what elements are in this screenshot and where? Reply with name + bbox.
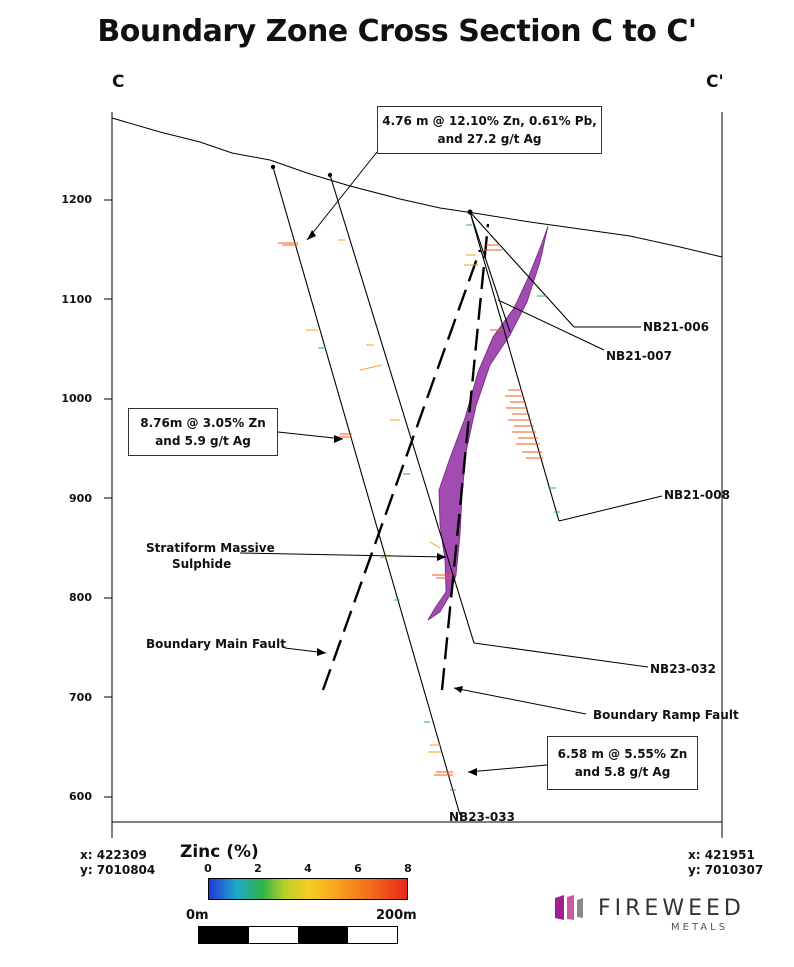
drillhole-label-nb21-007: NB21-007 — [606, 349, 672, 363]
assay-histograms — [278, 224, 560, 791]
callout-mid-line1: 8.76m @ 3.05% Zn — [140, 416, 266, 430]
y-tick-1000: 1000 — [61, 392, 92, 405]
y-tick-1100: 1100 — [61, 293, 92, 306]
drillhole-label-nb23-032: NB23-032 — [650, 662, 716, 676]
drillhole-nb23-032 — [329, 174, 475, 644]
boundary-ramp-fault-line — [440, 223, 490, 691]
callout-bottom-intercept: 6.58 m @ 5.55% Zn and 5.8 g/t Ag — [547, 736, 698, 790]
scale-end-label: 200m — [376, 908, 417, 923]
collar-markers — [270, 164, 473, 215]
coord-left: x: 422309 y: 7010804 — [80, 848, 155, 878]
callout-mid-line2: and 5.9 g/t Ag — [155, 434, 251, 448]
boundary-main-fault-line — [321, 249, 482, 691]
drillhole-label-nb21-006: NB21-006 — [643, 320, 709, 334]
scale-start-label: 0m — [186, 908, 209, 923]
y-tick-1200: 1200 — [61, 193, 92, 206]
zinc-colorbar — [208, 878, 408, 900]
callout-bottom-line1: 6.58 m @ 5.55% Zn — [557, 747, 688, 761]
zinc-legend-title: Zinc (%) — [180, 842, 259, 862]
massive-sulphide-body — [427, 225, 549, 621]
section-end-label: C' — [706, 72, 724, 92]
callout-top-intercept: 4.76 m @ 12.10% Zn, 0.61% Pb, and 27.2 g… — [377, 106, 602, 154]
ramp-fault-label: Boundary Ramp Fault — [593, 708, 739, 722]
coord-right-y: y: 7010307 — [688, 863, 764, 877]
callout-bottom-line2: and 5.8 g/t Ag — [574, 765, 671, 779]
drillhole-traces — [272, 166, 575, 816]
topography-line — [111, 117, 723, 258]
coord-left-x: x: 422309 — [80, 848, 147, 862]
drillhole-label-nb21-008: NB21-008 — [664, 488, 730, 502]
fireweed-logo-icon — [555, 895, 583, 920]
coord-right: x: 421951 y: 7010307 — [688, 848, 763, 878]
y-tick-800: 800 — [69, 591, 92, 604]
zinc-tick-0: 0 — [204, 862, 212, 875]
drillhole-label-nb23-033: NB23-033 — [449, 810, 515, 824]
y-tick-600: 600 — [69, 790, 92, 803]
callout-top-line2: and 27.2 g/t Ag — [437, 132, 542, 146]
nb21-008-high-grade-bars — [505, 389, 543, 459]
zinc-tick-6: 6 — [354, 862, 362, 875]
leader-arrowheads — [307, 230, 477, 776]
drillhole-nb21-007 — [469, 211, 511, 333]
drillhole-nb23-033 — [272, 166, 461, 816]
zinc-tick-2: 2 — [254, 862, 262, 875]
brand-name: FIREWEED — [598, 896, 745, 921]
callout-top-line1: 4.76 m @ 12.10% Zn, 0.61% Pb, — [382, 114, 597, 128]
section-frame — [104, 112, 723, 838]
y-tick-700: 700 — [69, 691, 92, 704]
drillhole-nb21-006 — [469, 211, 575, 328]
coord-right-x: x: 421951 — [688, 848, 755, 862]
drillhole-nb21-008 — [469, 211, 560, 522]
zinc-tick-4: 4 — [304, 862, 312, 875]
callout-mid-intercept: 8.76m @ 3.05% Zn and 5.9 g/t Ag — [128, 408, 278, 456]
page-title: Boundary Zone Cross Section C to C' — [97, 14, 697, 49]
scale-bar — [198, 926, 398, 944]
zinc-tick-8: 8 — [404, 862, 412, 875]
massive-sulphide-label-1: Stratiform Massive — [146, 541, 275, 555]
coord-left-y: y: 7010804 — [80, 863, 156, 877]
massive-sulphide-label-2: Sulphide — [172, 557, 232, 571]
section-start-label: C — [112, 72, 125, 92]
brand-sub: METALS — [671, 922, 729, 933]
leader-lines — [239, 151, 663, 773]
fault-lines — [321, 223, 490, 691]
main-fault-label: Boundary Main Fault — [146, 637, 286, 651]
y-tick-900: 900 — [69, 492, 92, 505]
